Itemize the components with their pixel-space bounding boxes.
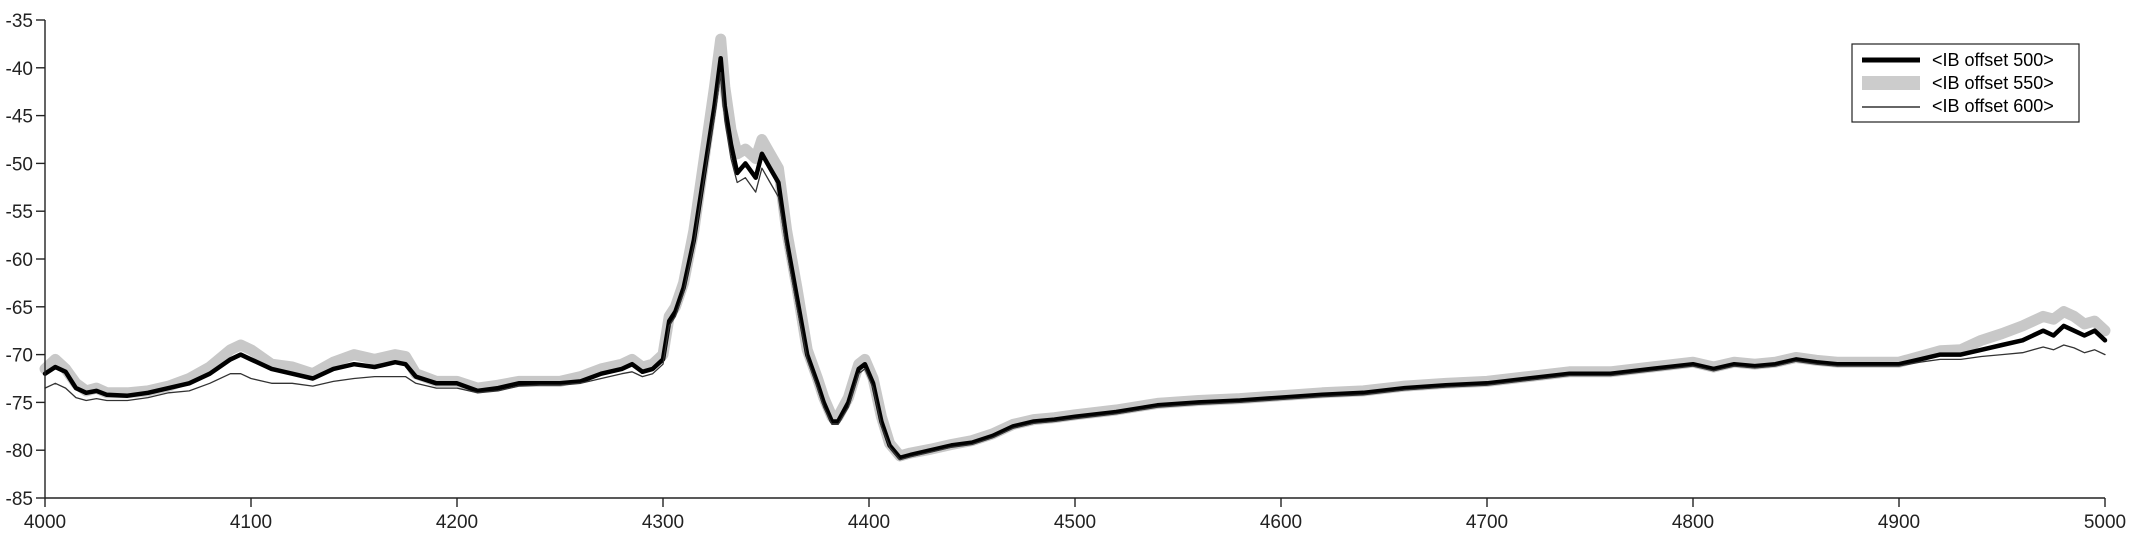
series-line-ib600 (44, 71, 2106, 461)
x-tick-label: 4400 (848, 512, 890, 533)
x-tick-label: 4500 (1054, 512, 1096, 533)
y-tick-label: -85 (6, 489, 33, 510)
y-tick-label: -40 (6, 59, 33, 80)
legend: <IB offset 500> <IB offset 550> <IB offs… (1851, 43, 2080, 123)
x-tick-label: 4000 (24, 512, 66, 533)
legend-label-ib500: <IB offset 500> (1932, 50, 2054, 70)
y-tick-label: -55 (6, 202, 33, 223)
series-line-ib500 (42, 55, 2108, 461)
legend-swatch-ib550 (1862, 76, 1920, 90)
series-band-layer (39, 33, 2111, 462)
x-ticks: 4000 4100 4200 4300 4400 4500 4600 4700 4800 4900… (24, 498, 2126, 533)
series-band-ib550 (39, 33, 2111, 462)
series-line-layer (42, 55, 2108, 461)
legend-label-ib600: <IB offset 600> (1932, 96, 2054, 116)
y-tick-label: -70 (6, 346, 33, 367)
y-tick-label: -65 (6, 298, 33, 319)
x-tick-label: 4300 (642, 512, 684, 533)
x-tick-label: 4800 (1672, 512, 1714, 533)
y-tick-label: -50 (6, 154, 33, 175)
x-tick-label: 4900 (1878, 512, 1920, 533)
x-tick-label: 4600 (1260, 512, 1302, 533)
y-ticks: -35 -40 -45 -50 -55 -60 -65 -70 -75 -80 -85 (6, 11, 45, 510)
y-tick-label: -45 (6, 107, 33, 128)
x-tick-label: 4200 (436, 512, 478, 533)
x-tick-label: 4700 (1466, 512, 1508, 533)
x-tick-label: 5000 (2084, 512, 2126, 533)
axes (44, 20, 2105, 499)
y-tick-label: -75 (6, 393, 33, 414)
y-tick-label: -35 (6, 11, 33, 32)
y-tick-label: -80 (6, 441, 33, 462)
legend-label-ib550: <IB offset 550> (1932, 73, 2054, 93)
y-tick-label: -60 (6, 250, 33, 271)
x-tick-label: 4100 (230, 512, 272, 533)
